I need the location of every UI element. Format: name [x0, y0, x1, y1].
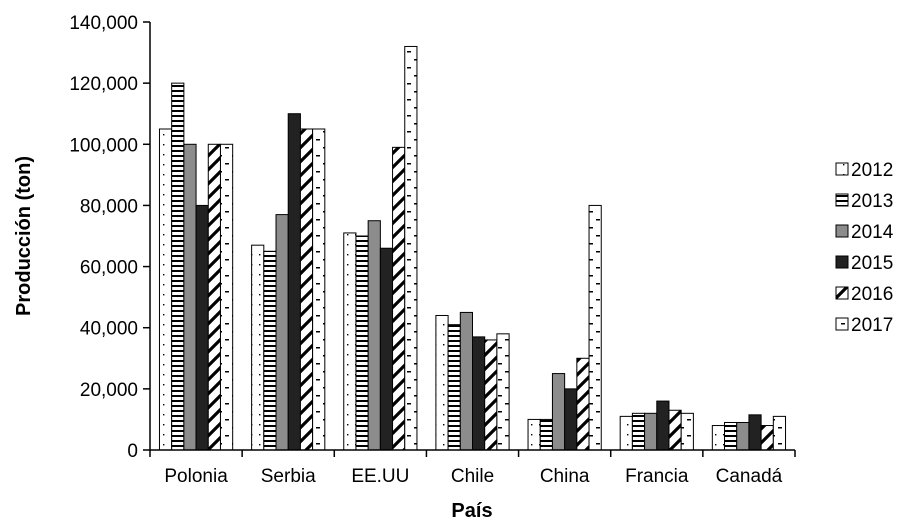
legend-label-2012: 2012 — [851, 160, 893, 181]
bar-2014-Chile — [459, 311, 473, 451]
legend-swatch-2012 — [835, 162, 849, 176]
bar-2012-Chile — [435, 314, 449, 451]
x-axis-title: País — [451, 500, 492, 522]
bar-2012-China — [527, 418, 541, 451]
bar-2017-China — [588, 204, 602, 451]
bars-group — [158, 45, 787, 451]
bar-2016-Chile — [484, 339, 498, 451]
y-axis-title: Producción (ton) — [13, 156, 35, 316]
bar-2015-Serbia — [287, 113, 301, 451]
y-tick-label: 120,000 — [69, 74, 138, 95]
bar-2013-EE.UU — [355, 235, 369, 451]
y-tick-label: 140,000 — [69, 13, 138, 34]
legend-label-2016: 2016 — [851, 284, 893, 305]
legend-swatch-2017 — [835, 317, 849, 331]
y-tick-label: 60,000 — [80, 258, 138, 279]
bar-2015-Francia — [656, 400, 670, 451]
legend-label-2015: 2015 — [851, 253, 893, 274]
bar-2015-EE.UU — [379, 247, 394, 451]
bar-2013-China — [539, 418, 553, 451]
legend-swatch-2014 — [835, 224, 849, 238]
bar-2012-Canadá — [711, 425, 726, 451]
x-tick-label: Francia — [625, 466, 689, 487]
bar-2012-EE.UU — [343, 232, 357, 451]
y-ticks: 0 20,000 40,000 60,000 80,000 100,000 120,000 1… — [69, 13, 150, 462]
bar-2013-Canadá — [724, 421, 738, 451]
bar-2014-Polonia — [183, 143, 197, 451]
x-tick-label: Polonia — [164, 466, 228, 487]
legend-swatch-2013 — [835, 193, 849, 207]
legend-swatch-2015 — [835, 255, 849, 269]
bar-2015-Polonia — [195, 204, 209, 451]
y-tick-label: 0 — [127, 441, 138, 462]
bar-2012-Serbia — [251, 244, 265, 451]
legend-swatch-2016 — [835, 286, 849, 300]
bar-2014-China — [551, 373, 566, 451]
x-tick-label: EE.UU — [351, 466, 409, 487]
bar-2016-EE.UU — [392, 146, 406, 451]
bar-2017-Polonia — [219, 143, 234, 451]
bar-2016-Polonia — [207, 143, 221, 451]
bar-2012-Francia — [619, 415, 633, 451]
bar-2016-Canadá — [760, 425, 774, 451]
x-tick-label: China — [540, 466, 590, 487]
x-ticks: Polonia Serbia EE.UU Chile China Francia Canad… — [149, 450, 796, 487]
bar-2015-Chile — [472, 336, 486, 451]
legend-label-2014: 2014 — [851, 222, 894, 243]
bar-2016-Serbia — [299, 128, 314, 451]
legend: 2012 2013 2014 2015 2016 2017 — [835, 160, 894, 336]
x-tick-label: Serbia — [261, 466, 316, 487]
bar-2015-China — [564, 388, 578, 451]
legend-label-2017: 2017 — [851, 315, 893, 336]
y-tick-label: 20,000 — [80, 380, 138, 401]
bar-2014-Canadá — [736, 421, 750, 451]
bar-2014-EE.UU — [367, 220, 381, 451]
bar-2017-Francia — [680, 412, 694, 451]
bar-2015-Canadá — [748, 414, 762, 451]
bar-2013-Chile — [447, 324, 461, 451]
x-tick-label: Canadá — [716, 466, 783, 487]
bar-2017-Serbia — [312, 128, 326, 451]
legend-label-2013: 2013 — [851, 191, 893, 212]
bar-2013-Polonia — [171, 82, 185, 451]
bar-2013-Francia — [631, 412, 646, 451]
bar-2012-Polonia — [158, 128, 173, 451]
bar-2016-China — [576, 357, 590, 451]
plot-area: 0 20,000 40,000 60,000 80,000 100,000 120,000 1… — [69, 13, 796, 487]
y-tick-label: 40,000 — [80, 319, 138, 340]
bar-2014-Francia — [644, 412, 658, 451]
bar-2014-Serbia — [275, 214, 289, 451]
x-tick-label: Chile — [451, 466, 494, 487]
bar-2013-Serbia — [263, 250, 277, 451]
bar-2017-Canadá — [772, 415, 787, 451]
bar-2017-EE.UU — [404, 45, 418, 451]
bar-2016-Francia — [668, 409, 682, 451]
y-tick-label: 80,000 — [80, 196, 138, 217]
y-tick-label: 100,000 — [69, 135, 138, 156]
bar-2017-Chile — [496, 333, 510, 451]
